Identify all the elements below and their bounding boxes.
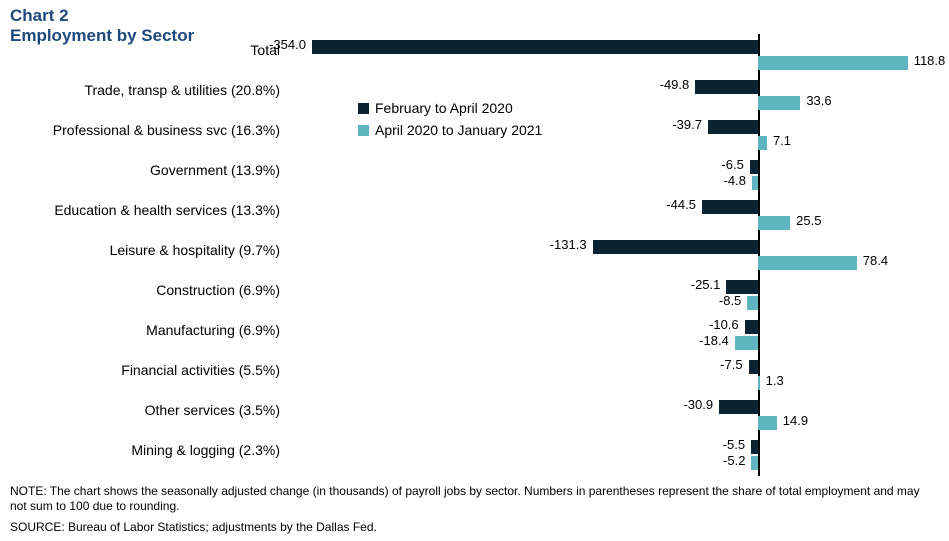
chart-row: Government (13.9%) -6.5-4.8 — [10, 154, 940, 194]
category-label: Leisure & hospitality (9.7%) — [10, 242, 280, 258]
chart-row: Mining & logging (2.3%) -5.5-5.2 — [10, 434, 940, 474]
bar-series-1 — [726, 280, 758, 294]
bar-series-2 — [758, 216, 790, 230]
bar-group: -25.1-8.5 — [290, 276, 930, 312]
chart-row: Construction (6.9%) -25.1-8.5 — [10, 274, 940, 314]
bar-series-1 — [593, 240, 758, 254]
bar-series-1 — [695, 80, 758, 94]
category-label: Mining & logging (2.3%) — [10, 442, 280, 458]
bar-value-label: -8.5 — [719, 293, 741, 308]
category-label: Manufacturing (6.9%) — [10, 322, 280, 338]
bar-group: -7.5 1.3 — [290, 356, 930, 392]
bar-value-label: -5.2 — [723, 453, 745, 468]
bar-series-1 — [749, 360, 758, 374]
bar-series-2 — [758, 416, 777, 430]
chart-row: Manufacturing (6.9%) -10.6-18.4 — [10, 314, 940, 354]
bar-series-2 — [758, 256, 857, 270]
bar-value-label: 78.4 — [863, 253, 888, 268]
bar-value-label: -25.1 — [691, 277, 721, 292]
category-label: Total — [10, 42, 280, 58]
bar-value-label: -4.8 — [724, 173, 746, 188]
bar-value-label: -18.4 — [699, 333, 729, 348]
bar-series-1 — [708, 120, 758, 134]
chart-number: Chart 2 — [10, 6, 194, 26]
category-label: Trade, transp & utilities (20.8%) — [10, 82, 280, 98]
bar-group: -6.5-4.8 — [290, 156, 930, 192]
bar-value-label: -10.6 — [709, 317, 739, 332]
category-label: Professional & business svc (16.3%) — [10, 122, 280, 138]
bar-value-label: 33.6 — [806, 93, 831, 108]
bar-series-1 — [312, 40, 758, 54]
legend-item: February to April 2020 — [358, 97, 542, 119]
category-label: Other services (3.5%) — [10, 402, 280, 418]
bar-value-label: -39.7 — [672, 117, 702, 132]
legend-item: April 2020 to January 2021 — [358, 119, 542, 141]
legend-label: February to April 2020 — [375, 100, 513, 116]
bar-group: -5.5-5.2 — [290, 436, 930, 472]
bar-group: -30.9 14.9 — [290, 396, 930, 432]
chart-row: Total -354.0118.8 — [10, 34, 940, 74]
bar-series-1 — [751, 440, 758, 454]
category-label: Financial activities (5.5%) — [10, 362, 280, 378]
bar-series-2 — [735, 336, 758, 350]
bar-value-label: -6.5 — [721, 157, 743, 172]
bar-series-2 — [752, 176, 758, 190]
bar-series-2 — [751, 456, 758, 470]
bar-group: -131.3 78.4 — [290, 236, 930, 272]
bar-value-label: 14.9 — [783, 413, 808, 428]
category-label: Construction (6.9%) — [10, 282, 280, 298]
bar-value-label: 7.1 — [773, 133, 791, 148]
bar-series-2 — [747, 296, 758, 310]
bar-group: -354.0118.8 — [290, 36, 930, 72]
bar-series-2 — [758, 56, 908, 70]
legend-swatch — [358, 125, 369, 136]
bar-series-2 — [758, 136, 767, 150]
bar-series-2 — [758, 376, 760, 390]
bar-series-2 — [758, 96, 800, 110]
chart-row: Leisure & hospitality (9.7%) -131.3 78.4 — [10, 234, 940, 274]
bar-series-1 — [719, 400, 758, 414]
bar-value-label: -49.8 — [660, 77, 690, 92]
category-label: Government (13.9%) — [10, 162, 280, 178]
bar-value-label: -44.5 — [666, 197, 696, 212]
bar-value-label: -30.9 — [683, 397, 713, 412]
bar-value-label: 1.3 — [766, 373, 784, 388]
legend-label: April 2020 to January 2021 — [375, 122, 542, 138]
bar-value-label: -5.5 — [723, 437, 745, 452]
chart-row: Education & health services (13.3%) -44.5… — [10, 194, 940, 234]
bar-group: -10.6-18.4 — [290, 316, 930, 352]
bar-value-label: -7.5 — [720, 357, 742, 372]
chart-row: Financial activities (5.5%) -7.5 1.3 — [10, 354, 940, 394]
chart-legend: February to April 2020 April 2020 to Janu… — [358, 97, 542, 141]
bar-series-1 — [745, 320, 758, 334]
bar-value-label: 25.5 — [796, 213, 821, 228]
bar-series-1 — [750, 160, 758, 174]
bar-value-label: -131.3 — [550, 237, 587, 252]
bar-value-label: 118.8 — [914, 53, 946, 68]
chart-note: NOTE: The chart shows the seasonally adj… — [10, 484, 930, 514]
category-label: Education & health services (13.3%) — [10, 202, 280, 218]
chart-source: SOURCE: Bureau of Labor Statistics; adju… — [10, 520, 930, 535]
legend-swatch — [358, 103, 369, 114]
bar-value-label: -354.0 — [269, 37, 306, 52]
chart-row: Other services (3.5%) -30.9 14.9 — [10, 394, 940, 434]
bar-series-1 — [702, 200, 758, 214]
bar-group: -44.5 25.5 — [290, 196, 930, 232]
